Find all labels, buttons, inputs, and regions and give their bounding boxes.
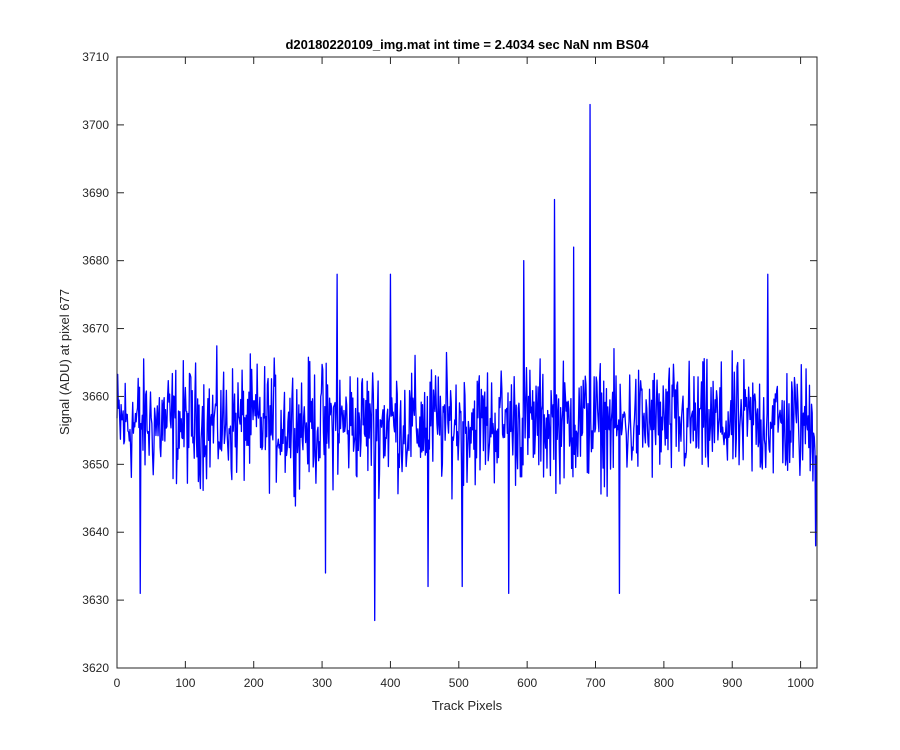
y-tick-label: 3630 xyxy=(82,593,109,607)
y-tick-label: 3670 xyxy=(82,322,109,336)
plot-area xyxy=(117,57,817,668)
x-axis-label: Track Pixels xyxy=(432,698,503,713)
y-tick-label: 3680 xyxy=(82,254,109,268)
x-tick-label: 800 xyxy=(654,676,674,690)
series-layer xyxy=(116,103,817,622)
x-tick-label: 400 xyxy=(380,676,400,690)
chart-title: d20180220109_img.mat int time = 2.4034 s… xyxy=(285,37,649,52)
axes-box xyxy=(116,56,818,669)
signal-series-line xyxy=(116,103,817,622)
y-tick-label: 3690 xyxy=(82,186,109,200)
x-tick-label: 700 xyxy=(586,676,606,690)
y-tick-label: 3700 xyxy=(82,118,109,132)
y-tick-label: 3640 xyxy=(82,525,109,539)
x-tick-label: 500 xyxy=(449,676,469,690)
y-tick-label: 3660 xyxy=(82,389,109,403)
y-tick-label: 3710 xyxy=(82,50,109,64)
x-tick-label: 600 xyxy=(517,676,537,690)
x-tick-label: 900 xyxy=(722,676,742,690)
y-axis-label: Signal (ADU) at pixel 677 xyxy=(57,289,72,435)
x-tick-label: 1000 xyxy=(787,676,814,690)
y-tick-label: 3620 xyxy=(82,661,109,675)
ticks-layer: 0 100 200 300 400 500 600 700 800 900 1000 3620 3630… xyxy=(82,50,817,690)
x-tick-label: 300 xyxy=(312,676,332,690)
x-tick-label: 200 xyxy=(244,676,264,690)
y-tick-label: 3650 xyxy=(82,457,109,471)
x-tick-label: 0 xyxy=(114,676,121,690)
x-tick-label: 100 xyxy=(175,676,195,690)
axes-layer xyxy=(116,56,818,669)
